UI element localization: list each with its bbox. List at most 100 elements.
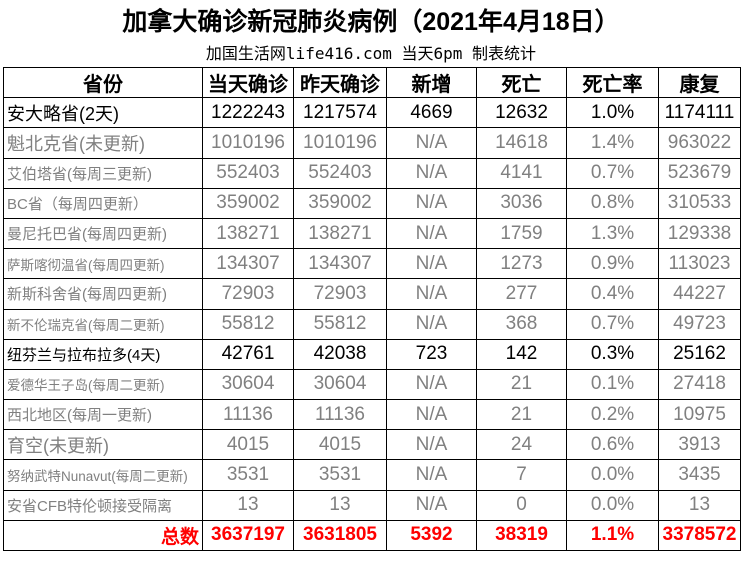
cell-recovered: 27418 [658, 368, 741, 401]
cell-recovered: 13 [658, 489, 741, 521]
cell-province: 萨斯喀彻温省(每周四更新) [3, 248, 203, 280]
cell-yesterday-confirmed: 3531 [293, 459, 387, 491]
cell-new-cases: N/A [386, 308, 477, 340]
total-recovered: 3378572 [658, 519, 741, 552]
cell-province: 曼尼托巴省(每周四更新) [3, 217, 203, 250]
cell-recovered: 3913 [658, 429, 741, 461]
cell-death-rate: 0.0% [566, 489, 659, 521]
cell-yesterday-confirmed: 11136 [293, 399, 387, 431]
cell-province: 魁北克省(未更新) [3, 127, 203, 159]
cell-new-cases: N/A [386, 278, 477, 310]
column-header-today-confirmed: 当天确诊 [202, 66, 294, 99]
cell-deaths: 14618 [476, 127, 567, 159]
cell-death-rate: 0.7% [566, 157, 659, 189]
cell-death-rate: 0.1% [566, 368, 659, 401]
cell-province: 育空(未更新) [3, 429, 203, 461]
table-row: 曼尼托巴省(每周四更新) 138271 138271 N/A 1759 1.3% 12933… [3, 217, 741, 250]
table-row: 努纳武特Nunavut(每周二更新) 3531 3531 N/A 7 0.0% 3435 [3, 459, 741, 491]
cell-deaths: 3036 [476, 187, 567, 219]
cell-new-cases: N/A [386, 157, 477, 189]
cell-recovered: 310533 [658, 187, 741, 219]
cell-deaths: 1273 [476, 248, 567, 280]
column-header-deaths: 死亡 [476, 66, 567, 99]
table-row: 艾伯塔省(每周三更新) 552403 552403 N/A 4141 0.7% 523679 [3, 157, 741, 189]
cell-death-rate: 1.0% [566, 97, 659, 129]
cell-province: 安大略省(2天) [3, 97, 203, 129]
cell-new-cases: N/A [386, 368, 477, 401]
cell-deaths: 368 [476, 308, 567, 340]
cell-deaths: 7 [476, 459, 567, 491]
table-row: BC省（每周四更新） 359002 359002 N/A 3036 0.8% 310533 [3, 187, 741, 219]
cell-recovered: 963022 [658, 127, 741, 159]
cell-province: 艾伯塔省(每周三更新) [3, 157, 203, 189]
total-yesterday-confirmed: 3631805 [293, 519, 387, 552]
cell-deaths: 277 [476, 278, 567, 310]
cell-yesterday-confirmed: 13 [293, 489, 387, 521]
cell-today-confirmed: 42761 [202, 338, 294, 370]
page-title: 加拿大确诊新冠肺炎病例（2021年4月18日） [122, 8, 620, 36]
page-subtitle: 加国生活网life416.com 当天6pm 制表统计 [205, 44, 537, 63]
cell-deaths: 1759 [476, 217, 567, 250]
cell-province: 新斯科舍省(每周四更新) [3, 278, 203, 310]
cell-today-confirmed: 13 [202, 489, 294, 521]
cell-new-cases: N/A [386, 459, 477, 491]
table-row: 萨斯喀彻温省(每周四更新) 134307 134307 N/A 1273 0.9% 1130… [3, 248, 741, 280]
cell-death-rate: 0.8% [566, 187, 659, 219]
cell-new-cases: N/A [386, 217, 477, 250]
cell-new-cases: 723 [386, 338, 477, 370]
cases-table: 省份 当天确诊 昨天确诊 新增 死亡 死亡率 康复 安大略省(2天) 1222243 12175… [3, 66, 741, 552]
cell-new-cases: N/A [386, 248, 477, 280]
table-row: 新斯科舍省(每周四更新) 72903 72903 N/A 277 0.4% 44227 [3, 278, 741, 310]
cell-new-cases: 4669 [386, 97, 477, 129]
cell-deaths: 12632 [476, 97, 567, 129]
cell-deaths: 21 [476, 399, 567, 431]
table-row: 育空(未更新) 4015 4015 N/A 24 0.6% 3913 [3, 429, 741, 461]
cell-province: 西北地区(每周一更新) [3, 399, 203, 431]
column-header-new-cases: 新增 [386, 66, 477, 99]
cell-recovered: 10975 [658, 399, 741, 431]
cell-recovered: 523679 [658, 157, 741, 189]
cell-recovered: 129338 [658, 217, 741, 250]
cell-death-rate: 0.7% [566, 308, 659, 340]
column-header-death-rate: 死亡率 [566, 66, 659, 99]
cell-recovered: 49723 [658, 308, 741, 340]
cell-recovered: 1174111 [658, 97, 741, 129]
table-row: 安省CFB特伦顿接受隔离 13 13 N/A 0 0.0% 13 [3, 489, 741, 521]
cell-yesterday-confirmed: 4015 [293, 429, 387, 461]
table-row: 纽芬兰与拉布拉多(4天) 42761 42038 723 142 0.3% 25162 [3, 338, 741, 370]
table-row: 魁北克省(未更新) 1010196 1010196 N/A 14618 1.4% 96302… [3, 127, 741, 159]
cell-new-cases: N/A [386, 489, 477, 521]
total-new-cases: 5392 [386, 519, 477, 552]
cell-new-cases: N/A [386, 187, 477, 219]
cell-recovered: 3435 [658, 459, 741, 491]
column-header-province: 省份 [3, 66, 203, 99]
cell-deaths: 4141 [476, 157, 567, 189]
cell-new-cases: N/A [386, 399, 477, 431]
table-row: 新不伦瑞克省(每周二更新) 55812 55812 N/A 368 0.7% 49723 [3, 308, 741, 340]
cell-today-confirmed: 138271 [202, 217, 294, 250]
cell-death-rate: 1.3% [566, 217, 659, 250]
cell-today-confirmed: 1010196 [202, 127, 294, 159]
table-header-row: 省份 当天确诊 昨天确诊 新增 死亡 死亡率 康复 [3, 66, 741, 99]
total-today-confirmed: 3637197 [202, 519, 294, 552]
cell-recovered: 44227 [658, 278, 741, 310]
cell-yesterday-confirmed: 134307 [293, 248, 387, 280]
total-province: 总数 [3, 519, 203, 552]
cell-today-confirmed: 4015 [202, 429, 294, 461]
cell-death-rate: 0.3% [566, 338, 659, 370]
cell-province: 努纳武特Nunavut(每周二更新) [3, 459, 203, 491]
cell-yesterday-confirmed: 552403 [293, 157, 387, 189]
cell-yesterday-confirmed: 72903 [293, 278, 387, 310]
total-row: 总数 3637197 3631805 5392 38319 1.1% 3378572 [3, 519, 741, 552]
cell-province: 新不伦瑞克省(每周二更新) [3, 308, 203, 340]
total-deaths: 38319 [476, 519, 567, 552]
cell-province: 安省CFB特伦顿接受隔离 [3, 489, 203, 521]
cell-death-rate: 0.4% [566, 278, 659, 310]
cell-deaths: 21 [476, 368, 567, 401]
cell-recovered: 25162 [658, 338, 741, 370]
cell-death-rate: 0.9% [566, 248, 659, 280]
table-row: 西北地区(每周一更新) 11136 11136 N/A 21 0.2% 10975 [3, 399, 741, 431]
cell-today-confirmed: 134307 [202, 248, 294, 280]
cell-today-confirmed: 552403 [202, 157, 294, 189]
cell-yesterday-confirmed: 138271 [293, 217, 387, 250]
